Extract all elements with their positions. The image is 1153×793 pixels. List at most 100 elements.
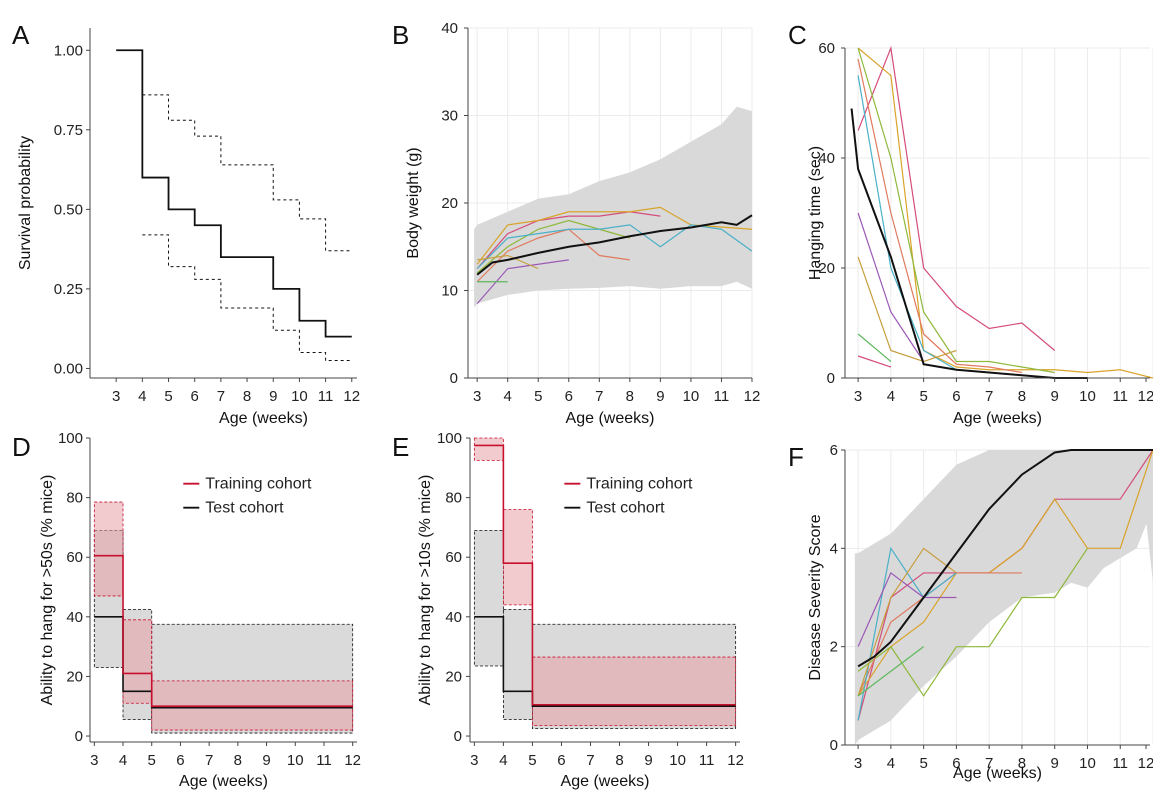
x-tick-label: 3 — [470, 752, 478, 769]
x-tick-label: 3 — [854, 755, 862, 772]
legend-label: Test cohort — [586, 500, 665, 517]
x-axis-label: Age (weeks) — [566, 410, 655, 427]
y-axis-label: Body weight (g) — [405, 147, 422, 258]
confidence-band — [854, 450, 1153, 745]
x-tick-label: 8 — [626, 388, 634, 405]
y-tick-label: 0 — [830, 737, 838, 754]
panel-letter: F — [788, 442, 804, 472]
x-tick-label: 6 — [952, 388, 960, 405]
x-tick-label: 4 — [119, 752, 127, 769]
y-axis-label: Ability to hang for >50s (% mice) — [39, 475, 56, 706]
survival-step-line — [116, 49, 352, 338]
x-tick-label: 12 — [1138, 755, 1153, 772]
x-tick-label: 3 — [854, 388, 862, 405]
x-tick-label: 9 — [1051, 755, 1059, 772]
x-tick-label: 4 — [887, 755, 895, 772]
x-tick-label: 5 — [148, 752, 156, 769]
y-tick-label: 0.00 — [54, 360, 83, 377]
individual-trace — [857, 75, 957, 371]
y-tick-label: 6 — [830, 442, 838, 459]
y-axis-label: Disease Severity Score — [807, 514, 824, 680]
test-step-line — [474, 616, 736, 708]
x-tick-label: 6 — [952, 755, 960, 772]
legend-label: Test cohort — [205, 500, 284, 517]
x-axis-label: Age (weeks) — [953, 410, 1042, 427]
ci-rect — [532, 656, 737, 727]
x-tick-label: 4 — [138, 388, 146, 405]
legend-label: Training cohort — [586, 476, 693, 493]
training-step-line — [94, 554, 353, 708]
x-tick-label: 9 — [262, 752, 270, 769]
x-tick-label: 10 — [1079, 755, 1096, 772]
x-tick-label: 12 — [727, 752, 744, 769]
x-tick-label: 10 — [669, 752, 686, 769]
y-tick-label: 40 — [441, 20, 458, 37]
y-tick-label: 20 — [818, 260, 835, 277]
x-axis-label: Age (weeks) — [179, 773, 268, 790]
x-tick-label: 8 — [1018, 755, 1026, 772]
y-tick-label: 30 — [441, 108, 458, 125]
individual-trace — [857, 58, 1023, 374]
x-tick-label: 8 — [234, 752, 242, 769]
y-tick-label: 0 — [75, 728, 83, 745]
y-tick-label: 80 — [445, 490, 462, 507]
individual-trace — [857, 646, 924, 697]
x-tick-label: 5 — [164, 388, 172, 405]
individual-trace — [477, 254, 539, 270]
training-step-line — [474, 444, 736, 706]
x-axis-label: Age (weeks) — [953, 765, 1042, 782]
y-tick-label: 1.00 — [54, 42, 83, 59]
mean-line — [857, 449, 1153, 668]
x-tick-label: 7 — [205, 752, 213, 769]
y-tick-label: 40 — [66, 609, 83, 626]
x-tick-label: 3 — [473, 388, 481, 405]
x-tick-label: 4 — [504, 388, 512, 405]
panel-e: E Training cohort Test cohort 0 20 40 60 80 100 3… — [392, 430, 744, 790]
panel-letter: D — [12, 432, 31, 462]
x-tick-label: 5 — [919, 388, 927, 405]
ci-step-line — [142, 234, 352, 361]
mean-line — [850, 108, 1088, 379]
y-tick-label: 20 — [445, 668, 462, 685]
legend-label: Training cohort — [205, 476, 312, 493]
ci-rect — [473, 437, 504, 461]
panel-letter: E — [392, 432, 409, 462]
x-tick-label: 12 — [343, 388, 360, 405]
x-tick-label: 5 — [534, 388, 542, 405]
y-tick-label: 80 — [66, 490, 83, 507]
y-tick-label: 20 — [66, 668, 83, 685]
panel-c: C 0 20 40 60 3 4 5 6 7 8 9 10 11 12 Age (weeks) Hanging … — [788, 20, 1153, 427]
panel-d: D Training cohort Test cohort 0 20 40 60 80 100 3… — [12, 430, 361, 790]
y-tick-label: 100 — [437, 430, 462, 447]
individual-trace — [857, 449, 1153, 697]
x-tick-label: 10 — [1079, 388, 1096, 405]
y-tick-label: 2 — [830, 639, 838, 656]
x-tick-label: 9 — [269, 388, 277, 405]
confidence-band — [474, 106, 752, 308]
y-tick-label: 60 — [818, 40, 835, 57]
individual-trace — [857, 548, 1088, 697]
individual-trace — [857, 47, 1055, 374]
x-tick-label: 11 — [318, 388, 334, 405]
ci-step-line — [142, 94, 352, 252]
x-tick-label: 7 — [985, 755, 993, 772]
y-axis-label: Survival probability — [17, 136, 34, 270]
x-tick-label: 10 — [683, 388, 700, 405]
individual-trace — [857, 256, 957, 363]
individual-trace — [857, 355, 892, 368]
y-tick-label: 0 — [454, 728, 462, 745]
mean-line — [476, 214, 753, 276]
x-tick-label: 11 — [1112, 388, 1128, 405]
ci-rect — [122, 619, 153, 704]
y-tick-label: 100 — [58, 430, 83, 447]
y-tick-label: 60 — [66, 549, 83, 566]
x-tick-label: 5 — [528, 752, 536, 769]
individual-trace — [476, 224, 753, 270]
individual-trace — [857, 547, 957, 697]
individual-trace — [857, 333, 892, 362]
ci-rect — [502, 509, 533, 606]
y-axis-label: Hanging time (sec) — [807, 146, 824, 280]
x-tick-label: 5 — [919, 755, 927, 772]
x-tick-label: 10 — [291, 388, 308, 405]
